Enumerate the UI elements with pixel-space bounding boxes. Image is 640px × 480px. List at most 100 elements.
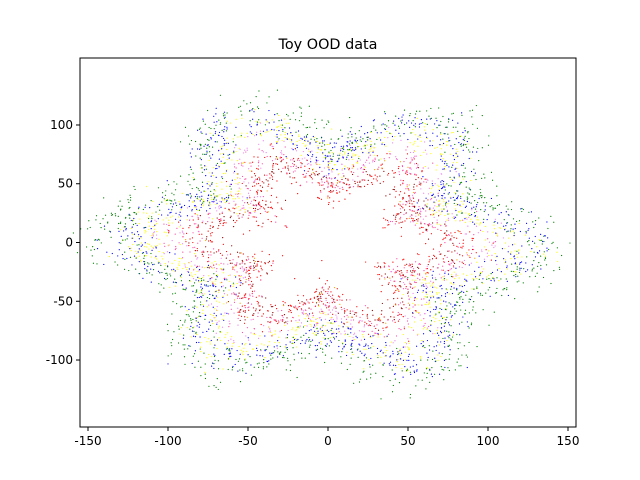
scatter-point bbox=[424, 278, 426, 280]
scatter-point bbox=[232, 152, 234, 154]
scatter-point bbox=[433, 346, 435, 348]
scatter-point bbox=[531, 268, 533, 270]
scatter-point bbox=[543, 235, 545, 237]
scatter-point bbox=[397, 289, 399, 291]
scatter-point bbox=[243, 344, 246, 346]
scatter-point bbox=[448, 369, 450, 372]
scatter-point bbox=[446, 126, 448, 128]
scatter-point bbox=[332, 318, 334, 321]
scatter-point bbox=[445, 221, 447, 223]
scatter-point bbox=[395, 335, 398, 337]
scatter-point bbox=[159, 272, 161, 274]
scatter-point bbox=[192, 241, 194, 244]
scatter-point bbox=[301, 357, 303, 359]
scatter-point bbox=[448, 118, 450, 121]
scatter-point bbox=[535, 246, 538, 248]
scatter-point bbox=[410, 168, 412, 170]
scatter-point bbox=[412, 312, 414, 314]
scatter-point bbox=[209, 277, 211, 280]
scatter-point bbox=[191, 322, 193, 324]
scatter-point bbox=[225, 185, 228, 187]
scatter-point bbox=[385, 349, 387, 352]
scatter-point bbox=[481, 195, 483, 197]
scatter-point bbox=[370, 357, 372, 360]
scatter-point bbox=[397, 351, 399, 353]
scatter-point bbox=[346, 145, 348, 147]
scatter-point bbox=[466, 218, 468, 220]
scatter-point bbox=[317, 182, 319, 184]
scatter-point bbox=[192, 335, 195, 337]
scatter-point bbox=[445, 288, 447, 290]
scatter-point bbox=[518, 222, 521, 225]
scatter-point bbox=[461, 114, 463, 117]
scatter-point bbox=[282, 130, 284, 132]
scatter-point bbox=[219, 218, 221, 221]
scatter-point bbox=[170, 211, 172, 213]
scatter-point bbox=[229, 185, 231, 188]
scatter-point bbox=[415, 178, 417, 181]
scatter-point bbox=[513, 234, 515, 237]
scatter-point bbox=[359, 180, 361, 182]
scatter-point bbox=[412, 196, 414, 198]
scatter-point bbox=[411, 203, 413, 205]
scatter-point bbox=[360, 186, 362, 188]
scatter-point bbox=[183, 233, 185, 235]
scatter-point bbox=[450, 178, 453, 180]
scatter-point bbox=[191, 187, 193, 190]
scatter-point bbox=[201, 253, 203, 255]
scatter-point bbox=[312, 301, 314, 303]
scatter-point bbox=[285, 337, 287, 339]
scatter-point bbox=[311, 325, 313, 327]
scatter-point bbox=[292, 162, 294, 165]
scatter-point bbox=[372, 159, 374, 161]
scatter-point bbox=[422, 341, 424, 343]
scatter-point bbox=[417, 208, 420, 211]
scatter-point bbox=[538, 286, 540, 288]
scatter-point bbox=[410, 200, 412, 202]
scatter-point bbox=[153, 231, 156, 233]
scatter-point bbox=[333, 200, 335, 202]
scatter-point bbox=[403, 160, 405, 163]
scatter-point bbox=[233, 274, 236, 277]
scatter-point bbox=[313, 324, 316, 326]
scatter-point bbox=[377, 273, 379, 276]
scatter-point bbox=[324, 158, 327, 160]
scatter-point bbox=[313, 320, 315, 322]
scatter-point bbox=[225, 142, 227, 145]
scatter-point bbox=[350, 343, 352, 345]
scatter-point bbox=[442, 138, 444, 140]
scatter-point bbox=[526, 256, 528, 258]
scatter-point bbox=[503, 258, 505, 260]
scatter-point bbox=[476, 127, 479, 129]
scatter-point bbox=[516, 253, 518, 255]
scatter-point bbox=[493, 311, 495, 313]
scatter-point bbox=[308, 175, 311, 177]
scatter-point bbox=[201, 171, 203, 173]
scatter-point bbox=[371, 175, 373, 177]
scatter-point bbox=[197, 198, 199, 200]
scatter-point bbox=[267, 261, 269, 264]
scatter-point bbox=[349, 299, 351, 301]
scatter-point bbox=[315, 170, 317, 173]
scatter-point bbox=[257, 208, 259, 211]
scatter-point bbox=[520, 208, 522, 210]
scatter-point bbox=[455, 220, 457, 222]
scatter-point bbox=[402, 180, 404, 182]
scatter-point bbox=[227, 313, 230, 315]
scatter-point bbox=[192, 177, 194, 179]
scatter-point bbox=[200, 147, 202, 149]
scatter-point bbox=[169, 216, 172, 218]
scatter-point bbox=[531, 270, 533, 272]
scatter-point bbox=[242, 204, 244, 207]
scatter-point bbox=[476, 287, 478, 289]
scatter-point bbox=[267, 206, 269, 208]
scatter-point bbox=[379, 175, 381, 177]
scatter-point bbox=[273, 172, 275, 174]
scatter-point bbox=[383, 128, 386, 130]
scatter-point bbox=[465, 212, 467, 214]
scatter-point bbox=[205, 285, 207, 287]
scatter-point bbox=[442, 115, 444, 118]
scatter-point bbox=[221, 211, 223, 213]
scatter-point bbox=[216, 141, 218, 143]
scatter-point bbox=[438, 312, 440, 314]
